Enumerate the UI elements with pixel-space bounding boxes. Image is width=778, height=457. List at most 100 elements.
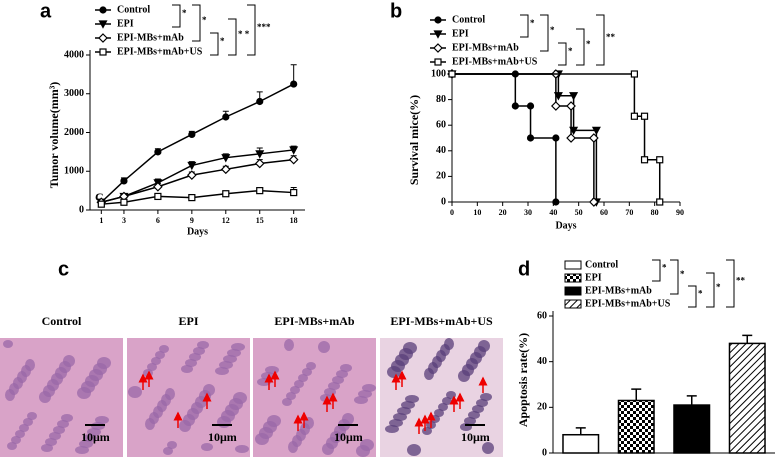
x-axis-label: Days bbox=[187, 226, 208, 237]
nucleus bbox=[63, 355, 75, 367]
nucleus bbox=[468, 411, 480, 419]
legend-swatch bbox=[564, 260, 582, 270]
marker bbox=[448, 70, 456, 78]
nucleus bbox=[7, 442, 17, 450]
corner-note: C bbox=[95, 190, 104, 204]
significance-bracket bbox=[596, 14, 605, 66]
significance-mark: * bbox=[530, 18, 535, 28]
nucleus bbox=[61, 414, 73, 422]
legend-swatch bbox=[564, 299, 582, 309]
marker bbox=[186, 170, 197, 180]
x-tick-label: 20 bbox=[499, 208, 507, 217]
marker bbox=[630, 70, 639, 78]
significance-mark: * bbox=[586, 39, 591, 49]
x-tick-label: 10 bbox=[473, 208, 481, 217]
legend-marker bbox=[434, 16, 442, 24]
legend-label: Control bbox=[585, 259, 618, 270]
x-tick-label: 3 bbox=[122, 216, 126, 225]
y-tick-label: 2000 bbox=[64, 127, 84, 138]
error-bar bbox=[686, 395, 697, 406]
legend-marker bbox=[98, 33, 108, 43]
marker bbox=[288, 154, 299, 165]
marker bbox=[154, 148, 162, 156]
marker bbox=[569, 126, 579, 136]
nucleus bbox=[15, 430, 25, 438]
nucleus bbox=[223, 355, 237, 363]
nucleus bbox=[284, 339, 294, 351]
nucleus bbox=[282, 398, 292, 406]
x-tick-label: 1 bbox=[99, 216, 103, 225]
marker bbox=[289, 146, 299, 155]
marker bbox=[589, 133, 599, 143]
nucleus bbox=[215, 367, 229, 375]
nucleus bbox=[332, 376, 344, 384]
nucleus bbox=[75, 446, 89, 454]
marker bbox=[551, 101, 561, 111]
y-tick-label: 4000 bbox=[64, 49, 84, 60]
x-tick-label: 18 bbox=[290, 216, 298, 225]
significance-bracket bbox=[576, 28, 585, 66]
significance-bracket bbox=[210, 32, 219, 56]
nucleus bbox=[233, 392, 247, 404]
nucleus bbox=[265, 366, 279, 374]
y-tick-label: 0 bbox=[441, 196, 446, 207]
nucleus bbox=[95, 416, 109, 424]
significance-mark: ** bbox=[736, 276, 746, 286]
nucleus bbox=[444, 338, 454, 350]
significance-mark: * bbox=[568, 46, 573, 56]
marker bbox=[256, 97, 264, 106]
marker bbox=[255, 150, 265, 159]
marker bbox=[566, 133, 576, 143]
nucleus bbox=[434, 409, 444, 417]
marker bbox=[569, 92, 579, 101]
x-axis-label: Days bbox=[555, 220, 576, 231]
x-tick-label: 50 bbox=[575, 208, 583, 217]
marker bbox=[553, 92, 563, 101]
significance-bracket bbox=[520, 14, 529, 38]
significance-mark: * bbox=[182, 8, 187, 18]
y-tick-label: 100 bbox=[431, 68, 446, 79]
nucleus bbox=[286, 392, 296, 400]
nucleus bbox=[306, 362, 316, 370]
nucleus bbox=[397, 407, 411, 415]
image-title: Control bbox=[42, 314, 82, 328]
nucleus bbox=[482, 442, 494, 454]
significance-bracket bbox=[706, 272, 715, 308]
nucleus bbox=[3, 340, 13, 348]
nucleus bbox=[201, 443, 213, 451]
nucleus bbox=[19, 424, 29, 432]
nucleus bbox=[189, 353, 201, 361]
marker bbox=[188, 194, 196, 202]
y-tick-label: 0 bbox=[79, 204, 84, 215]
nucleus bbox=[267, 415, 281, 427]
x-tick-label: 12 bbox=[222, 216, 230, 225]
marker bbox=[290, 188, 298, 197]
y-tick-label: 0 bbox=[542, 447, 547, 457]
marker bbox=[222, 113, 230, 121]
significance-mark: * * bbox=[238, 29, 250, 39]
nucleus bbox=[389, 419, 403, 427]
nucleus bbox=[393, 413, 407, 421]
significance-bracket bbox=[192, 4, 201, 42]
nucleus bbox=[181, 365, 193, 373]
y-axis-label: Apoptosis rate(%) bbox=[516, 333, 530, 427]
nucleus bbox=[128, 386, 142, 398]
marker bbox=[656, 156, 664, 164]
bar bbox=[728, 342, 766, 454]
marker bbox=[630, 112, 639, 120]
significance-mark: * bbox=[220, 36, 225, 46]
legend-marker bbox=[434, 58, 442, 66]
marker bbox=[187, 161, 197, 171]
significance-bracket bbox=[247, 4, 256, 56]
marker bbox=[552, 198, 560, 206]
legend-swatch bbox=[564, 286, 582, 296]
significance-mark: ** bbox=[606, 32, 616, 42]
nucleus bbox=[480, 393, 492, 401]
panel-letter: c bbox=[58, 258, 69, 280]
nucleus bbox=[167, 441, 177, 449]
y-axis-label: Survival mice(%) bbox=[407, 95, 421, 185]
bar bbox=[562, 433, 600, 454]
nucleus bbox=[336, 370, 348, 378]
x-tick-label: 40 bbox=[549, 208, 557, 217]
